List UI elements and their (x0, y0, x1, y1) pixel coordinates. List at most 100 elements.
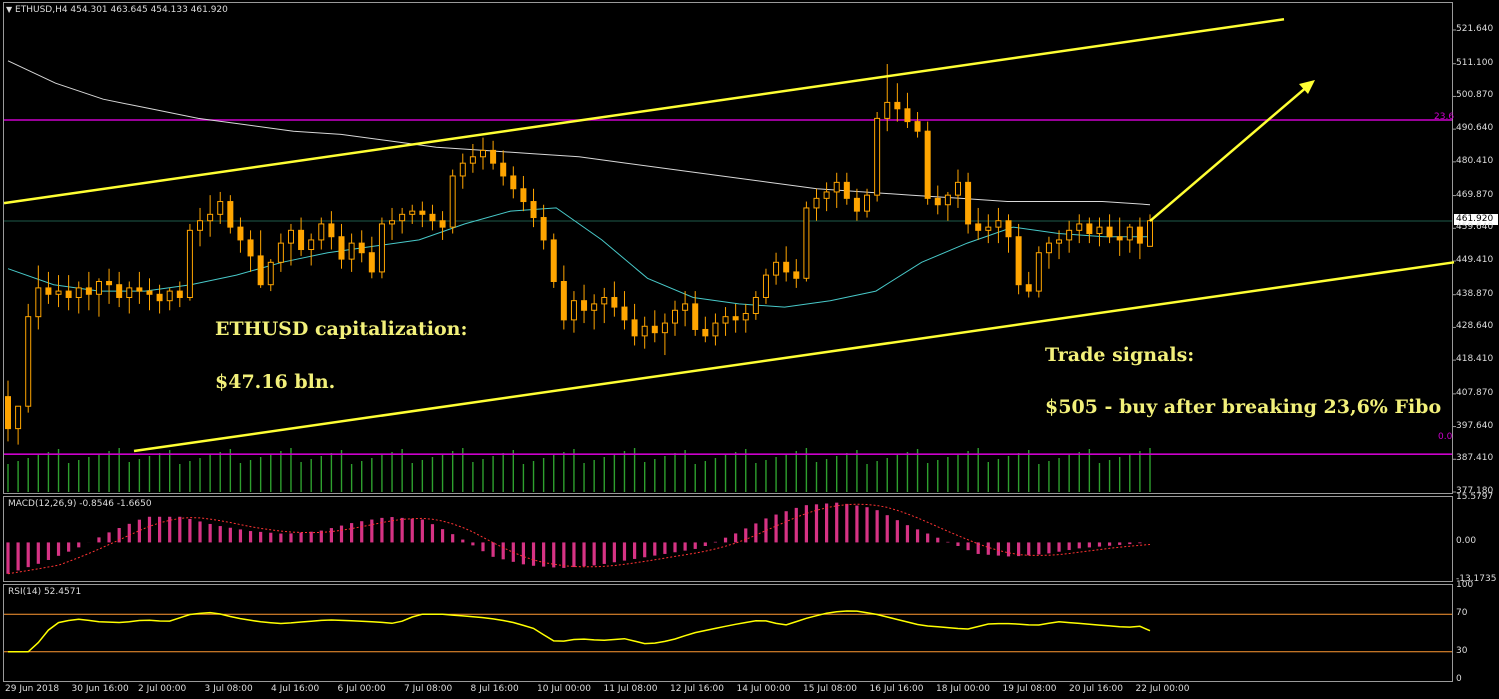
candle-body (136, 287, 143, 292)
candle-body (611, 296, 618, 308)
time-tick-label: 30 Jun 16:00 (71, 684, 129, 694)
candle-body (197, 220, 204, 231)
candle-body (439, 220, 446, 228)
candle-body (570, 300, 577, 321)
fibo-label-lower: 0.0 (1438, 432, 1453, 442)
candle-body (338, 236, 345, 260)
time-tick-label: 7 Jul 08:00 (404, 684, 453, 694)
time-tick-label: 19 Jul 08:00 (1002, 684, 1057, 694)
candle-body (773, 261, 780, 276)
price-tick-label: 438.870 (1456, 288, 1494, 299)
macd-header: MACD(12,26,9) -0.8546 -1.6650 (8, 499, 152, 509)
price-tick-label: 449.410 (1456, 255, 1494, 265)
candle-body (833, 181, 840, 193)
candle-body (813, 197, 820, 209)
candle-body (176, 290, 183, 298)
candle-body (45, 287, 52, 295)
candle-body (429, 213, 436, 222)
candle-body (247, 239, 254, 257)
candle-body (944, 194, 951, 206)
candle-body (237, 226, 244, 241)
candle-body (1076, 223, 1083, 231)
candle-body (1086, 223, 1093, 235)
rsi-tick-label: 70 (1456, 608, 1468, 619)
candle-body (550, 239, 557, 282)
candle-body (762, 274, 769, 298)
price-tick-label: 500.870 (1456, 90, 1494, 101)
candle-body (227, 201, 234, 228)
time-tick-label: 20 Jul 16:00 (1069, 684, 1123, 694)
channel-lower-line (133, 261, 1455, 453)
candle-body (156, 293, 163, 302)
candle-body (419, 210, 426, 215)
candle-body (267, 261, 274, 286)
candle-body (116, 284, 123, 298)
trade-signals-title: Trade signals: (1045, 344, 1195, 366)
candle-body (1035, 252, 1042, 292)
candle-body (510, 175, 517, 190)
price-pane[interactable] (3, 2, 1453, 494)
time-tick-label: 16 Jul 16:00 (869, 684, 924, 694)
candle-body (621, 306, 628, 321)
candle-body (1066, 229, 1073, 241)
candle-body (1126, 226, 1133, 241)
macd-tick-label: 0.00 (1456, 536, 1477, 547)
price-tick-label: 521.640 (1456, 24, 1494, 34)
candle-body (479, 149, 486, 158)
slow-moving-average-line (7, 60, 1151, 206)
rsi-pane[interactable] (3, 584, 1453, 682)
price-tick-label: 480.410 (1456, 155, 1494, 166)
candle-body (409, 210, 416, 215)
chart-header: ▼ ETHUSD,H4 454.301 463.645 454.133 461.… (6, 5, 228, 15)
candle-body (874, 117, 881, 196)
candle-body (692, 303, 699, 330)
price-tick-label: 407.870 (1456, 387, 1494, 398)
candle-body (65, 290, 72, 298)
candle-body (146, 290, 153, 295)
chevron-down-icon[interactable]: ▼ (6, 5, 13, 14)
time-tick-label: 3 Jul 08:00 (204, 684, 253, 694)
candle-body (793, 271, 800, 279)
candle-body (217, 201, 224, 215)
candle-body (1116, 236, 1123, 241)
candle-body (742, 312, 749, 321)
candle-body (328, 223, 335, 238)
candle-body (560, 280, 567, 321)
candle-body (682, 303, 689, 311)
candle-body (207, 213, 214, 222)
capitalization-title: ETHUSD capitalization: (215, 318, 468, 340)
time-tick-label: 11 Jul 08:00 (603, 684, 658, 694)
macd-signal-line (7, 503, 1151, 575)
candle-body (277, 242, 284, 263)
candle-body (490, 149, 497, 164)
candle-body (601, 296, 608, 305)
macd-pane[interactable] (3, 496, 1453, 582)
candle-body (358, 242, 365, 254)
candle-body (651, 325, 658, 334)
price-tick-label: 511.100 (1456, 57, 1494, 68)
candle-body (348, 242, 355, 260)
candle-body (298, 229, 305, 251)
candle-body (1147, 220, 1153, 247)
candle-body (1136, 226, 1143, 244)
candle-body (823, 191, 830, 199)
candle-body (965, 181, 972, 225)
time-tick-label: 22 Jul 00:00 (1135, 684, 1190, 694)
time-tick-label: 6 Jul 00:00 (337, 684, 386, 694)
price-tick-label: 459.640 (1456, 222, 1494, 233)
candle-body (55, 290, 62, 295)
candle-body (1045, 242, 1052, 254)
candle-body (530, 201, 537, 219)
candle-body (318, 223, 325, 241)
candle-body (975, 223, 982, 231)
candle-body (166, 290, 173, 302)
price-tick-label: 397.640 (1456, 420, 1494, 431)
candle-body (15, 405, 22, 430)
time-tick-label: 18 Jul 00:00 (936, 684, 990, 694)
candle-body (712, 322, 719, 337)
candle-body (904, 108, 911, 123)
candle-body (257, 255, 264, 286)
signal-arrow-head (1299, 80, 1315, 95)
